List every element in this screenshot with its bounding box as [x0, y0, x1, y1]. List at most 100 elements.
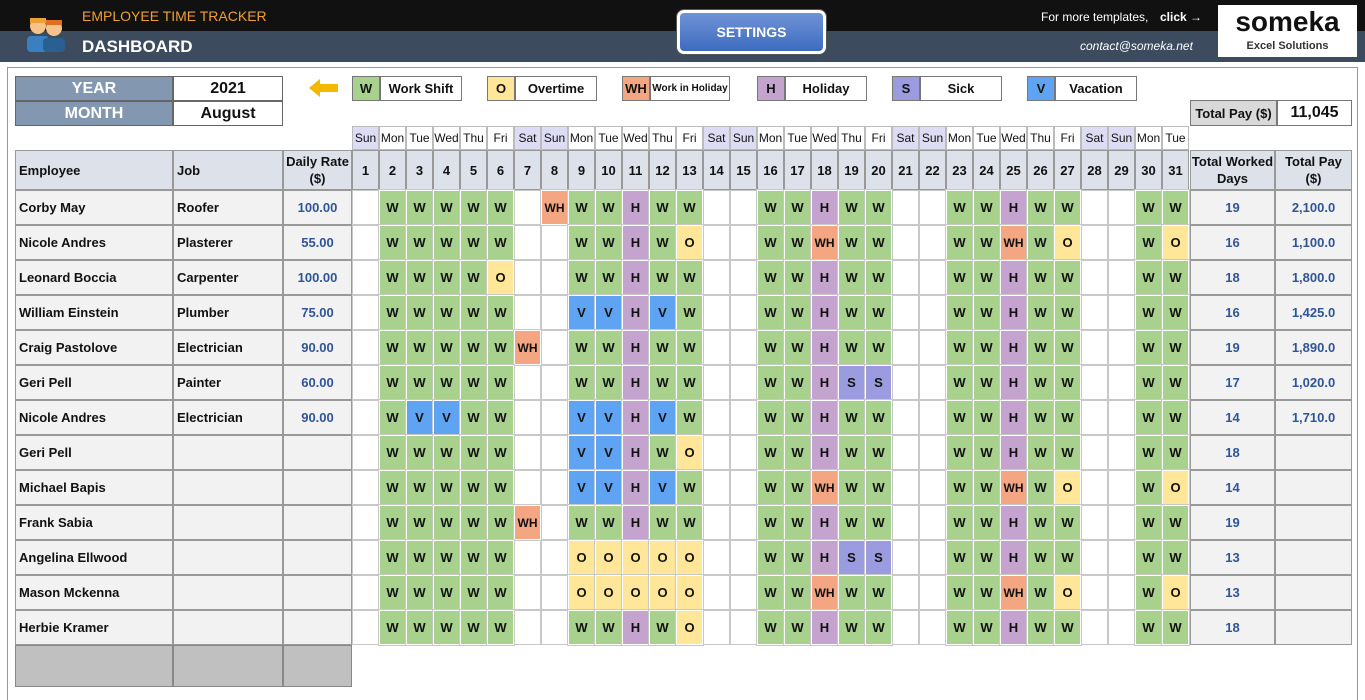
day-cell: W: [459, 189, 488, 226]
total-pay: [1275, 610, 1352, 645]
day-cell: H: [621, 189, 650, 226]
day-name: Tue: [784, 126, 811, 150]
day-cell: W: [567, 224, 596, 261]
job: [173, 435, 283, 470]
day-cell: [703, 435, 730, 470]
day-cell: [514, 400, 541, 435]
day-cell: W: [756, 329, 785, 366]
daily-rate: [283, 610, 352, 645]
day-cell: W: [837, 504, 866, 541]
day-cell: H: [810, 434, 839, 471]
day-cell: [1081, 610, 1108, 645]
day-cell: W: [432, 469, 461, 506]
day-cell: [1081, 330, 1108, 365]
day-cell: H: [810, 189, 839, 226]
day-name: Sat: [1081, 126, 1108, 150]
legend-code: H: [757, 76, 785, 101]
day-cell: H: [810, 609, 839, 646]
day-cell: H: [810, 399, 839, 436]
employee-name: Mason Mckenna: [15, 575, 173, 610]
day-cell: W: [783, 399, 812, 436]
month-value[interactable]: August: [173, 101, 283, 126]
day-number: 1: [352, 150, 379, 190]
day-number: 28: [1081, 150, 1108, 190]
day-cell: W: [1134, 609, 1163, 646]
day-cell: W: [459, 329, 488, 366]
day-number: 3: [406, 150, 433, 190]
day-cell: H: [810, 259, 839, 296]
day-number: 31: [1162, 150, 1189, 190]
day-cell: WH: [999, 469, 1028, 506]
day-cell: W: [1161, 294, 1190, 331]
day-cell: W: [1026, 609, 1055, 646]
day-cell: W: [783, 224, 812, 261]
day-cell: [1108, 435, 1135, 470]
day-cell: W: [1026, 539, 1055, 576]
day-cell: W: [945, 364, 974, 401]
year-value[interactable]: 2021: [173, 76, 283, 101]
day-number: 12: [649, 150, 676, 190]
page-title: DASHBOARD: [82, 37, 193, 56]
day-cell: [703, 505, 730, 540]
day-cell: [730, 400, 757, 435]
day-cell: [352, 400, 379, 435]
day-cell: H: [621, 469, 650, 506]
year-label: YEAR: [15, 76, 173, 101]
empty-row-cell: [283, 645, 352, 687]
day-cell: W: [459, 224, 488, 261]
day-cell: O: [594, 574, 623, 611]
day-cell: O: [594, 539, 623, 576]
day-cell: W: [567, 259, 596, 296]
day-cell: W: [459, 504, 488, 541]
day-cell: W: [1053, 504, 1082, 541]
day-cell: V: [594, 469, 623, 506]
day-cell: W: [405, 574, 434, 611]
day-cell: W: [432, 434, 461, 471]
day-cell: H: [999, 329, 1028, 366]
job: [173, 575, 283, 610]
day-cell: W: [837, 574, 866, 611]
day-number: 25: [1000, 150, 1027, 190]
day-cell: [919, 470, 946, 505]
day-number: 17: [784, 150, 811, 190]
day-cell: W: [945, 189, 974, 226]
job: Painter: [173, 365, 283, 400]
contact[interactable]: contact@someka.net: [1080, 39, 1193, 53]
job: Roofer: [173, 190, 283, 225]
day-cell: W: [972, 539, 1001, 576]
more-link[interactable]: click →: [1160, 10, 1203, 24]
day-cell: [730, 575, 757, 610]
day-number: 29: [1108, 150, 1135, 190]
daily-rate: 100.00: [283, 260, 352, 295]
job: [173, 540, 283, 575]
day-cell: W: [783, 504, 812, 541]
more-text: For more templates,: [1041, 10, 1149, 24]
day-name: Mon: [757, 126, 784, 150]
day-number: 11: [622, 150, 649, 190]
total-worked-days: 13: [1190, 575, 1275, 610]
day-cell: O: [675, 434, 704, 471]
day-cell: W: [1053, 609, 1082, 646]
day-name: Sat: [703, 126, 730, 150]
day-cell: [919, 505, 946, 540]
day-cell: W: [1161, 609, 1190, 646]
total-pay: [1275, 540, 1352, 575]
day-cell: [703, 260, 730, 295]
day-cell: [919, 330, 946, 365]
day-cell: W: [648, 364, 677, 401]
day-cell: W: [378, 399, 407, 436]
day-cell: [514, 295, 541, 330]
day-cell: [514, 225, 541, 260]
day-cell: O: [1053, 224, 1082, 261]
day-cell: S: [864, 364, 893, 401]
employee-name: Leonard Boccia: [15, 260, 173, 295]
day-cell: [541, 295, 568, 330]
app-title: EMPLOYEE TIME TRACKER: [82, 8, 267, 24]
day-cell: W: [432, 294, 461, 331]
day-number: 4: [433, 150, 460, 190]
settings-button[interactable]: SETTINGS: [677, 10, 826, 54]
day-cell: [541, 225, 568, 260]
day-cell: [352, 575, 379, 610]
day-cell: W: [432, 259, 461, 296]
month-label: MONTH: [15, 101, 173, 126]
